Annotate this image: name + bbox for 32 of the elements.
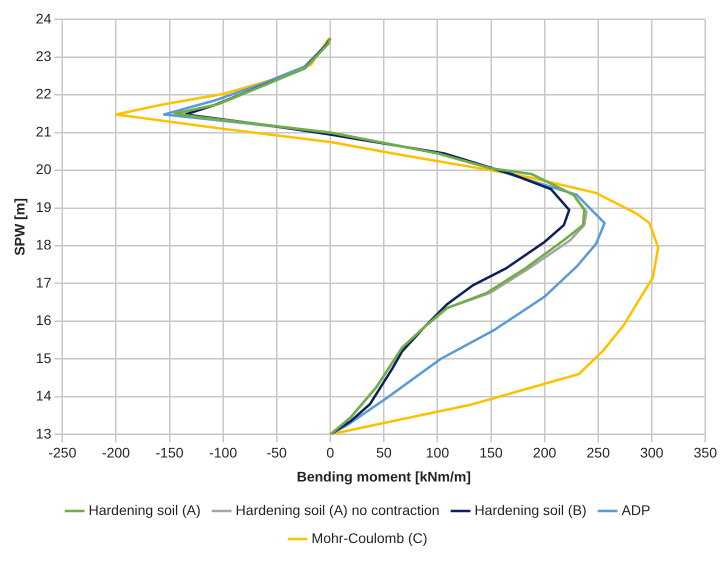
y-tick-label: 23 <box>36 48 52 64</box>
x-tick-label: 150 <box>479 444 503 461</box>
y-tick-label: 24 <box>36 10 52 26</box>
y-axis-title: SPW [m] <box>11 198 28 256</box>
y-tick-label: 14 <box>36 388 52 404</box>
x-tick-label: 300 <box>640 444 664 461</box>
y-tick-label: 18 <box>36 236 52 253</box>
legend-label: Hardening soil (A) no contraction <box>236 502 440 518</box>
x-tick-label: -200 <box>102 444 130 461</box>
y-tick-label: 21 <box>36 123 52 140</box>
y-tick-label: 13 <box>36 425 52 442</box>
x-tick-label: 200 <box>532 444 556 461</box>
legend-label: Hardening soil (B) <box>474 502 587 518</box>
x-tick-label: -50 <box>266 444 288 461</box>
x-axis-title: Bending moment [kNm/m] <box>296 468 471 484</box>
x-tick-label: 0 <box>326 444 334 461</box>
y-tick-label: 22 <box>36 86 52 102</box>
y-tick-label: 16 <box>36 312 52 328</box>
x-tick-label: 350 <box>694 444 718 461</box>
legend-label: Mohr-Coulomb (C) <box>312 530 428 546</box>
x-tick-label: 250 <box>586 444 610 461</box>
y-tick-label: 15 <box>36 350 52 366</box>
x-tick-label: -100 <box>209 444 238 461</box>
x-tick-label: 100 <box>426 444 450 461</box>
y-tick-label: 20 <box>36 161 52 178</box>
y-tick-label: 19 <box>36 198 52 215</box>
x-tick-label: -250 <box>48 444 77 461</box>
y-tick-label: 17 <box>36 274 52 290</box>
x-tick-label: 50 <box>376 444 392 461</box>
legend-label: Hardening soil (A) <box>88 502 201 518</box>
legend-label: ADP <box>622 502 650 518</box>
x-tick-label: -150 <box>156 444 184 461</box>
